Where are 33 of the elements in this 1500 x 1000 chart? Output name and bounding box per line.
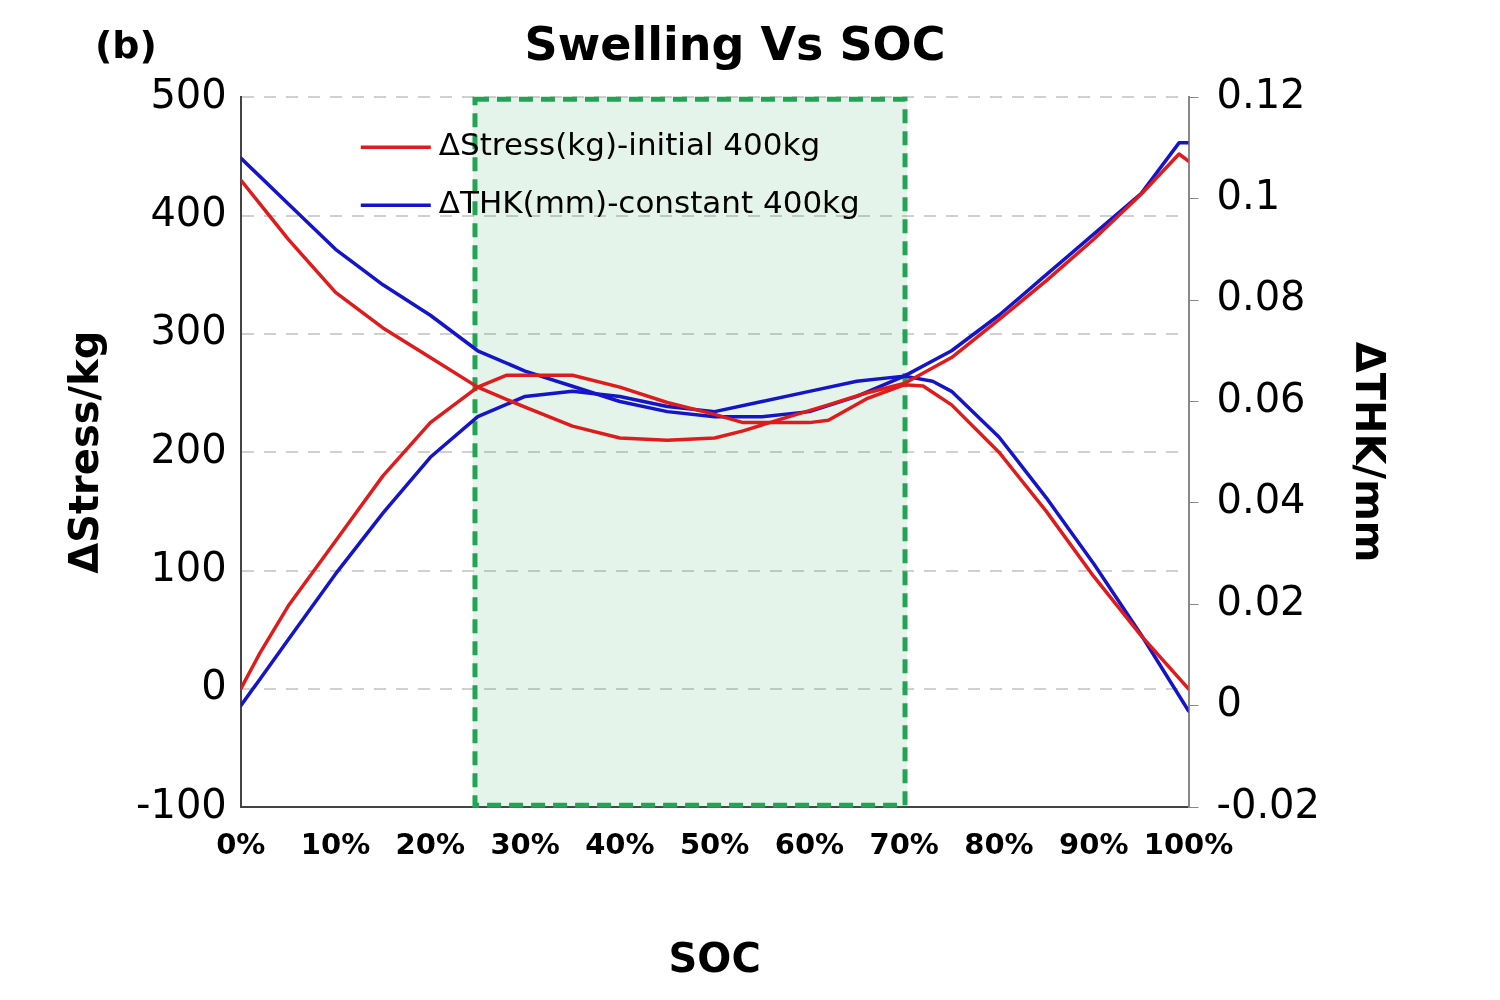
x-axis-title: SOC bbox=[668, 935, 761, 982]
y-tick-label: 100 bbox=[150, 543, 227, 590]
x-tick-label: 30% bbox=[490, 827, 560, 862]
y2-tick-label: 0.02 bbox=[1216, 577, 1306, 624]
x-tick-label: 80% bbox=[964, 827, 1034, 862]
x-tick-label: 0% bbox=[216, 827, 266, 862]
legend-label: ΔTHK(mm)-constant 400kg bbox=[438, 184, 860, 221]
legend-label: ΔStress(kg)-initial 400kg bbox=[438, 126, 821, 163]
x-tick-label: 50% bbox=[679, 827, 750, 862]
y2-tick-label: 0.08 bbox=[1216, 273, 1306, 320]
y2-tick-label: 0.04 bbox=[1216, 476, 1306, 523]
y-tick-label: 500 bbox=[150, 70, 227, 117]
x-tick-label: 70% bbox=[869, 827, 939, 862]
x-tick-label: 100% bbox=[1143, 827, 1234, 862]
y-axis-title: ΔStress/kg bbox=[61, 330, 108, 574]
y2-tick-label: 0.12 bbox=[1216, 70, 1306, 117]
text: (b) bbox=[95, 23, 157, 67]
y2-tick-label: 0 bbox=[1216, 679, 1242, 726]
y-tick-label: 300 bbox=[150, 307, 227, 354]
x-tick-label: 10% bbox=[300, 827, 371, 862]
y2-tick-label: 0.06 bbox=[1216, 374, 1306, 421]
y-tick-label: -100 bbox=[136, 780, 227, 827]
x-tick-label: 20% bbox=[395, 827, 466, 862]
y2-tick-label: -0.02 bbox=[1216, 780, 1320, 827]
y-tick-label: 200 bbox=[150, 425, 227, 472]
x-tick-label: 60% bbox=[774, 827, 845, 862]
y2-tick-label: 0.1 bbox=[1216, 172, 1281, 219]
x-tick-label: 40% bbox=[585, 827, 655, 862]
y-tick-label: 0 bbox=[201, 662, 227, 709]
chart-title: Swelling Vs SOC bbox=[524, 16, 946, 71]
y2-axis-title: ΔTHK/mm bbox=[1346, 341, 1393, 563]
y-tick-label: 400 bbox=[150, 188, 227, 235]
x-tick-label: 90% bbox=[1059, 827, 1129, 862]
